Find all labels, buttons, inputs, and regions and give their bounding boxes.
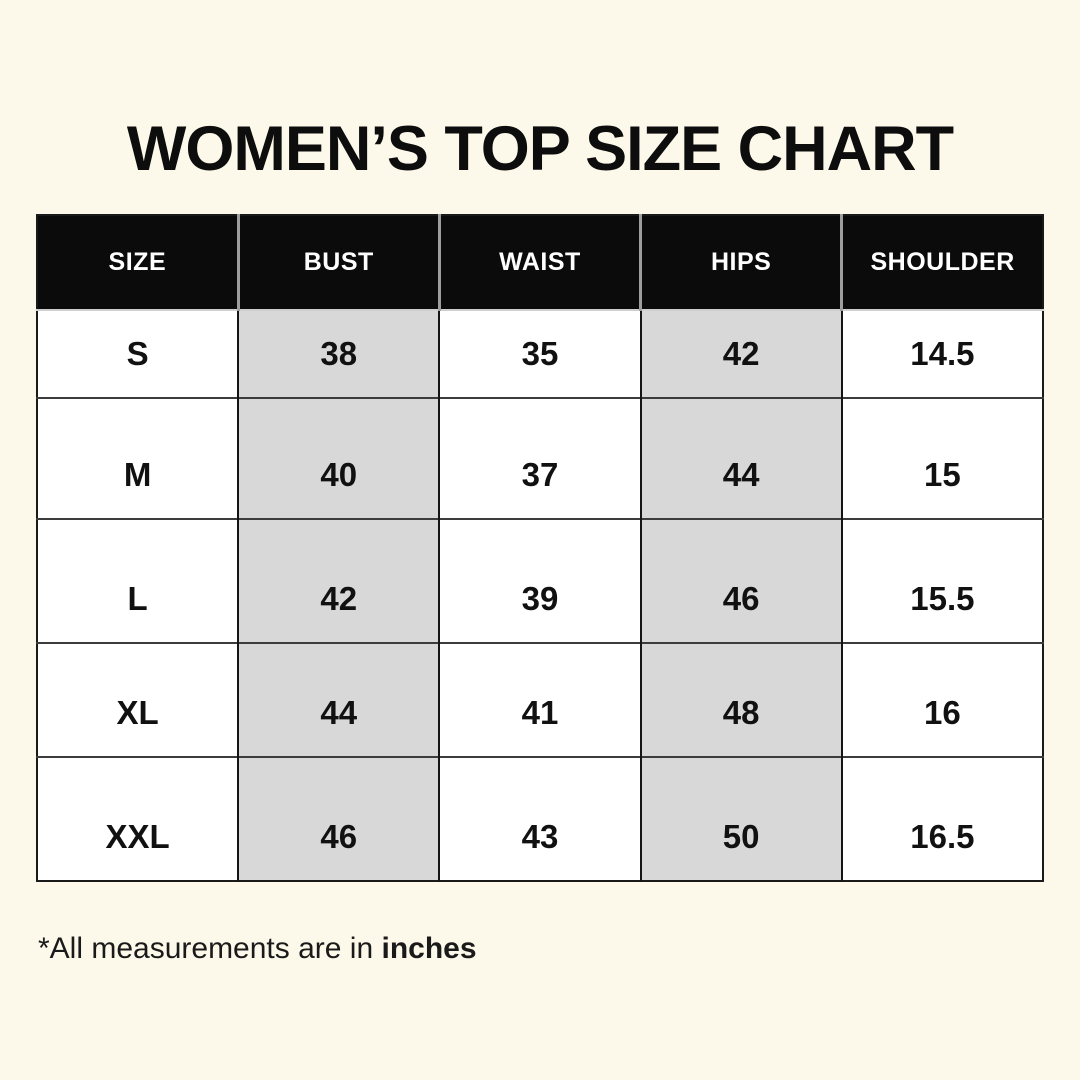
table-row-s: S 38 35 42 14.5 (37, 309, 1043, 398)
size-chart-infographic: WOMEN’S TOP SIZE CHART SIZE BUST WAIST H… (0, 118, 1080, 1080)
cell-bust: 46 (237, 756, 440, 881)
column-header-size: SIZE (37, 215, 239, 311)
cell-size: XL (37, 642, 239, 757)
cell-size: L (37, 518, 239, 643)
note-text: *All measurements are in (38, 932, 382, 965)
cell-size: XXL (37, 756, 239, 881)
cell-shoulder: 15.5 (840, 518, 1043, 643)
page-title: WOMEN’S TOP SIZE CHART (126, 114, 954, 184)
table-row-l: L 42 39 46 15.5 (37, 518, 1043, 643)
cell-waist: 41 (438, 642, 641, 757)
cell-shoulder: 16 (840, 642, 1043, 757)
cell-hips: 50 (639, 756, 842, 881)
cell-waist: 39 (438, 518, 641, 643)
table-row-xl: XL 44 41 48 16 (37, 642, 1043, 757)
table-row-m: M 40 37 44 15 (37, 397, 1043, 519)
cell-hips: 46 (639, 518, 842, 643)
column-header-shoulder: SHOULDER (840, 215, 1043, 311)
cell-size: M (37, 397, 239, 519)
cell-hips: 42 (639, 309, 842, 398)
cell-shoulder: 16.5 (840, 756, 1043, 881)
table-header-row: SIZE BUST WAIST HIPS SHOULDER (37, 215, 1043, 311)
cell-size: S (37, 309, 239, 398)
note-unit: inches (381, 932, 477, 965)
cell-waist: 37 (438, 397, 641, 519)
column-header-bust: BUST (236, 215, 440, 311)
cell-bust: 38 (237, 309, 440, 398)
cell-waist: 43 (438, 756, 641, 881)
cell-shoulder: 14.5 (840, 309, 1043, 398)
cell-hips: 48 (639, 642, 842, 757)
cell-bust: 42 (237, 518, 440, 643)
cell-shoulder: 15 (840, 397, 1043, 519)
cell-waist: 35 (438, 309, 641, 398)
size-chart-table: SIZE BUST WAIST HIPS SHOULDER S 38 35 42… (36, 214, 1044, 882)
column-header-waist: WAIST (437, 215, 641, 311)
column-header-hips: HIPS (639, 215, 842, 311)
cell-bust: 44 (237, 642, 440, 757)
cell-hips: 44 (639, 397, 842, 519)
cell-bust: 40 (237, 397, 440, 519)
measurement-note: *All measurements are in inches (38, 932, 1080, 966)
table-row-xxl: XXL 46 43 50 16.5 (37, 756, 1043, 881)
